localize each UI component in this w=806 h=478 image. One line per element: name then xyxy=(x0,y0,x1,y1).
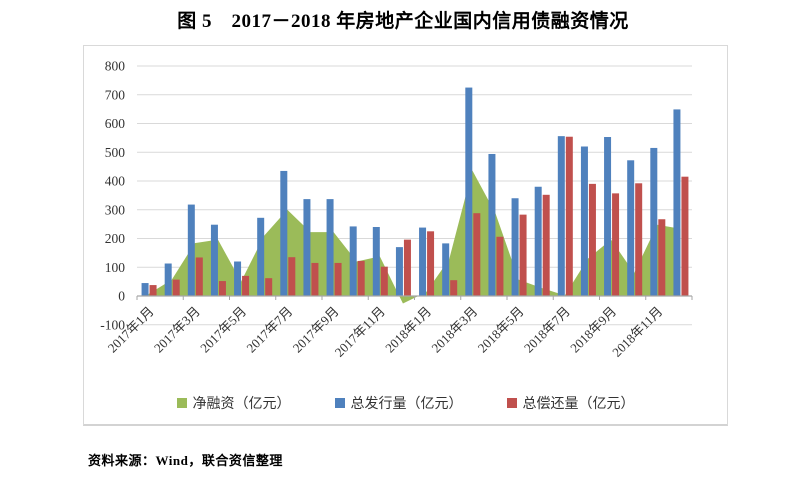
bar-repayment xyxy=(450,280,458,296)
y-tick-label: 300 xyxy=(105,202,126,217)
bar-issuance xyxy=(303,199,311,296)
legend-label-net: 净融资（亿元） xyxy=(192,397,291,412)
bar-issuance xyxy=(280,170,288,296)
bar-repayment xyxy=(612,193,620,296)
bar-issuance xyxy=(465,87,473,296)
legend-item-repayment: 总偿还量（亿元） xyxy=(506,393,635,413)
bar-issuance xyxy=(141,283,149,296)
bar-issuance xyxy=(650,147,658,296)
bar-issuance xyxy=(580,146,588,296)
y-tick-label: 400 xyxy=(105,174,126,189)
bar-repayment xyxy=(681,176,689,296)
x-tick-label: 2017年11月 xyxy=(332,304,388,360)
x-tick-label: 2017年3月 xyxy=(151,304,203,356)
chart-title: 图 5 2017－2018 年房地产企业国内信用债融资情况 xyxy=(177,11,629,32)
bar-issuance xyxy=(442,243,450,296)
legend-item-issuance: 总发行量（亿元） xyxy=(334,393,463,413)
bar-issuance xyxy=(395,247,403,296)
bar-repayment xyxy=(496,236,504,296)
y-tick-label: 200 xyxy=(105,231,126,246)
x-tick-label: 2018年7月 xyxy=(521,304,573,356)
x-tick-label: 2018年11月 xyxy=(609,304,665,360)
x-tick-label: 2018年3月 xyxy=(428,304,480,356)
bar-issuance xyxy=(349,226,357,296)
bar-repayment xyxy=(658,219,666,296)
bar-repayment xyxy=(172,279,180,296)
net-financing-swatch-icon xyxy=(176,398,187,408)
bar-issuance xyxy=(326,199,334,296)
legend-item-net: 净融资（亿元） xyxy=(176,393,291,413)
bar-issuance xyxy=(210,224,218,296)
bar-issuance xyxy=(673,109,681,296)
bar-repayment xyxy=(195,257,203,296)
bar-repayment xyxy=(218,281,226,296)
bar-repayment xyxy=(149,285,157,296)
y-tick-label: 800 xyxy=(105,59,126,74)
legend-label-issuance: 总发行量（亿元） xyxy=(350,397,463,412)
bar-issuance xyxy=(511,198,519,296)
y-tick-label: 0 xyxy=(118,289,125,304)
bar-issuance xyxy=(534,186,542,296)
bar-issuance xyxy=(234,261,242,296)
bar-repayment xyxy=(380,266,388,296)
bar-issuance xyxy=(419,227,427,296)
bar-repayment xyxy=(265,278,273,296)
bar-issuance xyxy=(488,153,496,296)
bar-issuance xyxy=(164,263,172,296)
bar-repayment xyxy=(288,257,296,296)
bar-repayment xyxy=(242,275,250,296)
x-tick-label: 2018年5月 xyxy=(475,304,527,356)
y-tick-label: -100 xyxy=(100,317,125,332)
bar-repayment xyxy=(357,260,365,296)
bar-issuance xyxy=(257,217,265,296)
source-note: 资料来源：Wind，联合资信整理 xyxy=(88,453,283,468)
bar-repayment xyxy=(519,214,527,296)
bar-repayment xyxy=(565,136,573,296)
bar-issuance xyxy=(627,160,635,296)
net-financing-area xyxy=(148,170,681,304)
bar-repayment xyxy=(403,239,411,296)
legend-label-repayment: 总偿还量（亿元） xyxy=(522,397,635,412)
bar-repayment xyxy=(427,231,435,296)
y-tick-label: 100 xyxy=(105,260,126,275)
bar-issuance xyxy=(187,204,195,296)
y-tick-label: 500 xyxy=(105,145,126,160)
bar-issuance xyxy=(557,136,565,296)
bar-issuance xyxy=(372,227,380,296)
x-tick-label: 2017年5月 xyxy=(197,304,249,356)
y-tick-label: 700 xyxy=(105,87,126,102)
bar-repayment xyxy=(334,262,342,296)
bar-repayment xyxy=(588,183,596,296)
bar-repayment xyxy=(635,183,643,296)
x-tick-label: 2017年7月 xyxy=(243,304,295,356)
total-issuance-swatch-icon xyxy=(334,398,345,408)
total-repayment-swatch-icon xyxy=(506,398,517,408)
bar-repayment xyxy=(542,194,550,296)
y-tick-label: 600 xyxy=(105,116,126,131)
bar-issuance xyxy=(604,137,612,296)
x-tick-label: 2018年1月 xyxy=(382,304,434,356)
bar-repayment xyxy=(311,262,319,296)
bar-repayment xyxy=(473,213,481,296)
chart-legend: 净融资（亿元） 总发行量（亿元） 总偿还量（亿元） xyxy=(83,393,728,413)
